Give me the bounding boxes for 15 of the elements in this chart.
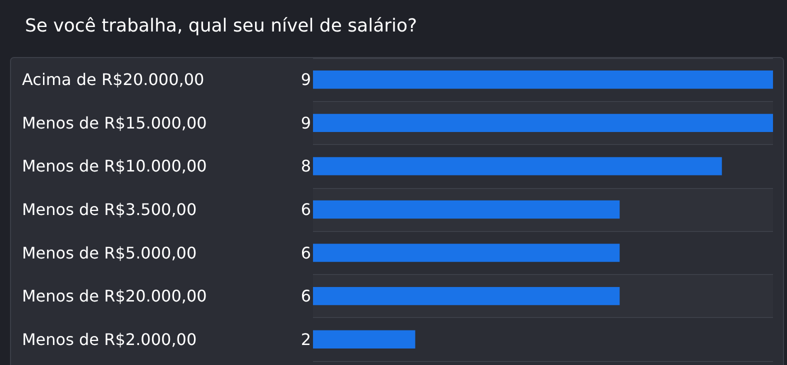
y-tick-label: Menos de R$3.500,00	[22, 200, 197, 219]
data-label: 8	[300, 156, 311, 176]
y-tick-label: Acima de R$20.000,00	[22, 70, 204, 90]
chart-title: Se você trabalha, qual seu nível de salário?	[25, 16, 418, 36]
y-tick-label: Menos de R$5.000,00	[22, 243, 197, 262]
data-label: 9	[300, 70, 311, 90]
y-tick-label: Menos de R$10.000,00	[22, 156, 207, 176]
data-label: 2	[300, 330, 311, 349]
data-label: 6	[300, 200, 311, 219]
y-tick-label: Menos de R$2.000,00	[22, 330, 197, 349]
data-label: 6	[300, 286, 311, 306]
data-label: 9	[300, 113, 311, 132]
y-tick-label: Menos de R$15.000,00	[22, 113, 207, 132]
data-label: 6	[300, 243, 311, 262]
y-tick-label: Menos de R$20.000,00	[22, 286, 207, 306]
